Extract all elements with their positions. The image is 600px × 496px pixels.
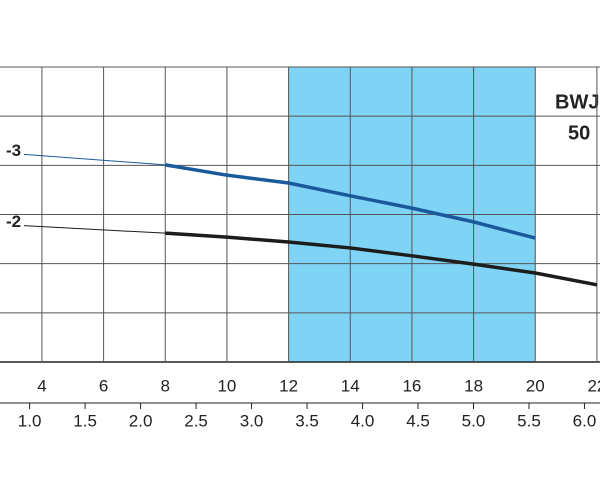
x-tick-label: 10 xyxy=(217,376,236,395)
x2-tick-label: 3.0 xyxy=(240,411,264,430)
x-tick-label: 4 xyxy=(37,376,46,395)
x2-tick-label: 3.5 xyxy=(295,411,319,430)
title-line: BWJ xyxy=(555,91,599,113)
x-tick-label: 22 xyxy=(587,376,600,395)
x2-tick-label: 4.5 xyxy=(406,411,430,430)
x-tick-label: 8 xyxy=(161,376,170,395)
x-tick-label: 14 xyxy=(341,376,360,395)
x-tick-label: 6 xyxy=(99,376,108,395)
legend-label: -2 xyxy=(6,212,21,231)
curve xyxy=(164,163,536,240)
x2-tick-label: 1.5 xyxy=(73,411,97,430)
x-tick-label: 16 xyxy=(402,376,421,395)
legend-label: -3 xyxy=(6,141,21,160)
leader-line xyxy=(23,225,166,234)
x2-tick-label: 5.5 xyxy=(517,411,541,430)
x2-tick-label: 2.5 xyxy=(184,411,208,430)
x-tick-label: 18 xyxy=(464,376,483,395)
x2-tick-label: 5.0 xyxy=(462,411,486,430)
x2-tick-label: 1.0 xyxy=(18,411,42,430)
x2-tick-label: 4.0 xyxy=(351,411,375,430)
x-tick-label: 20 xyxy=(526,376,545,395)
leader-line xyxy=(23,153,166,166)
x2-tick-label: 2.0 xyxy=(129,411,153,430)
curve xyxy=(165,231,598,287)
x-tick-label: 12 xyxy=(279,376,298,395)
title-line: 50 xyxy=(568,122,590,144)
x2-tick-label: 6.0 xyxy=(573,411,597,430)
